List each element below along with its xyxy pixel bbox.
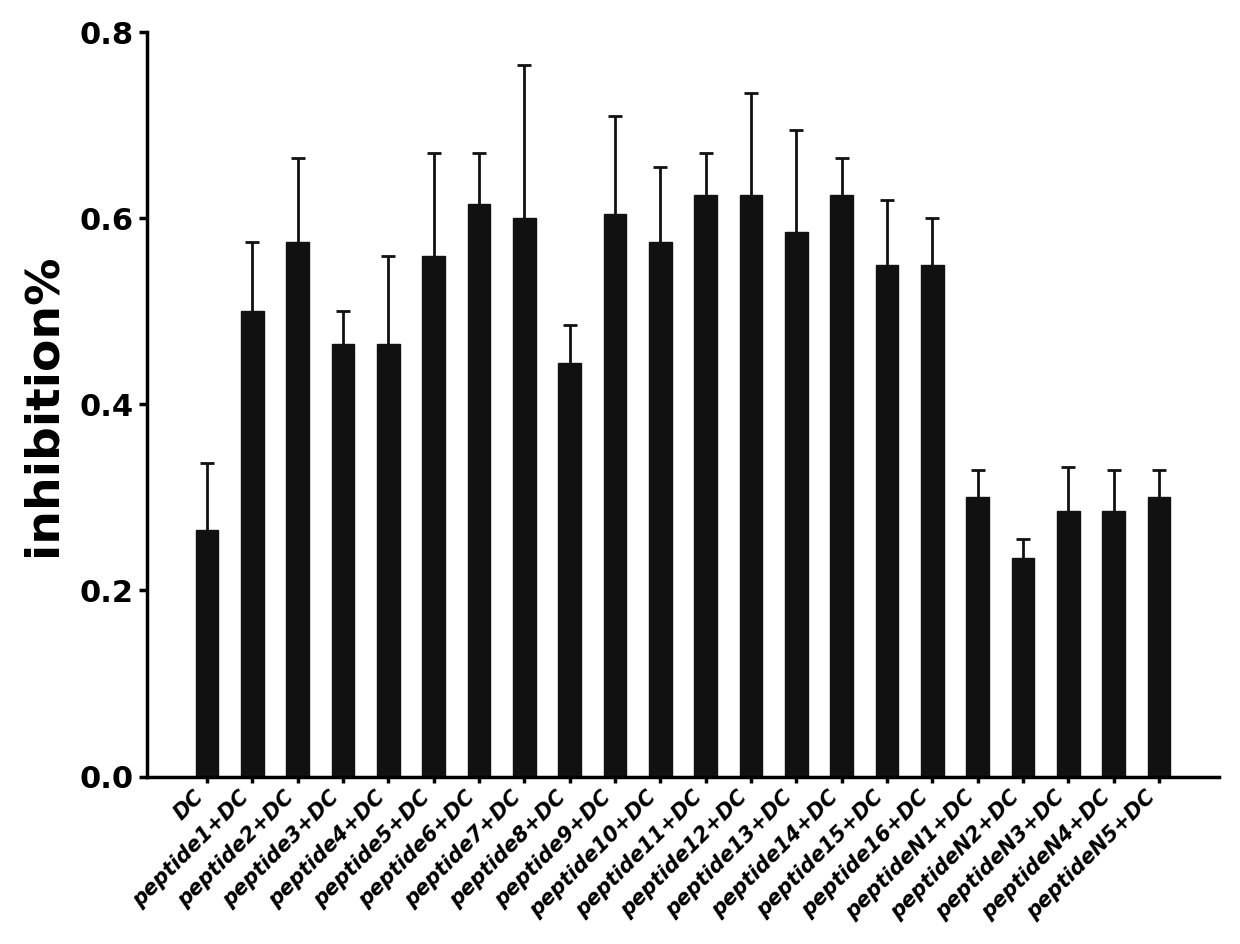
Bar [241, 312, 264, 777]
Bar [831, 195, 853, 777]
Bar [286, 242, 309, 777]
Y-axis label: inhibition%: inhibition% [21, 253, 66, 556]
Bar [1148, 497, 1171, 777]
Bar [604, 213, 626, 777]
Bar [196, 530, 218, 777]
Bar [966, 497, 990, 777]
Bar [1012, 558, 1034, 777]
Bar [467, 205, 491, 777]
Bar [513, 218, 536, 777]
Bar [740, 195, 763, 777]
Bar [377, 344, 399, 777]
Bar [558, 362, 582, 777]
Bar [1058, 512, 1080, 777]
Bar [694, 195, 717, 777]
Bar [332, 344, 355, 777]
Bar [1102, 512, 1125, 777]
Bar [921, 265, 944, 777]
Bar [875, 265, 899, 777]
Bar [423, 256, 445, 777]
Bar [785, 232, 807, 777]
Bar [649, 242, 672, 777]
